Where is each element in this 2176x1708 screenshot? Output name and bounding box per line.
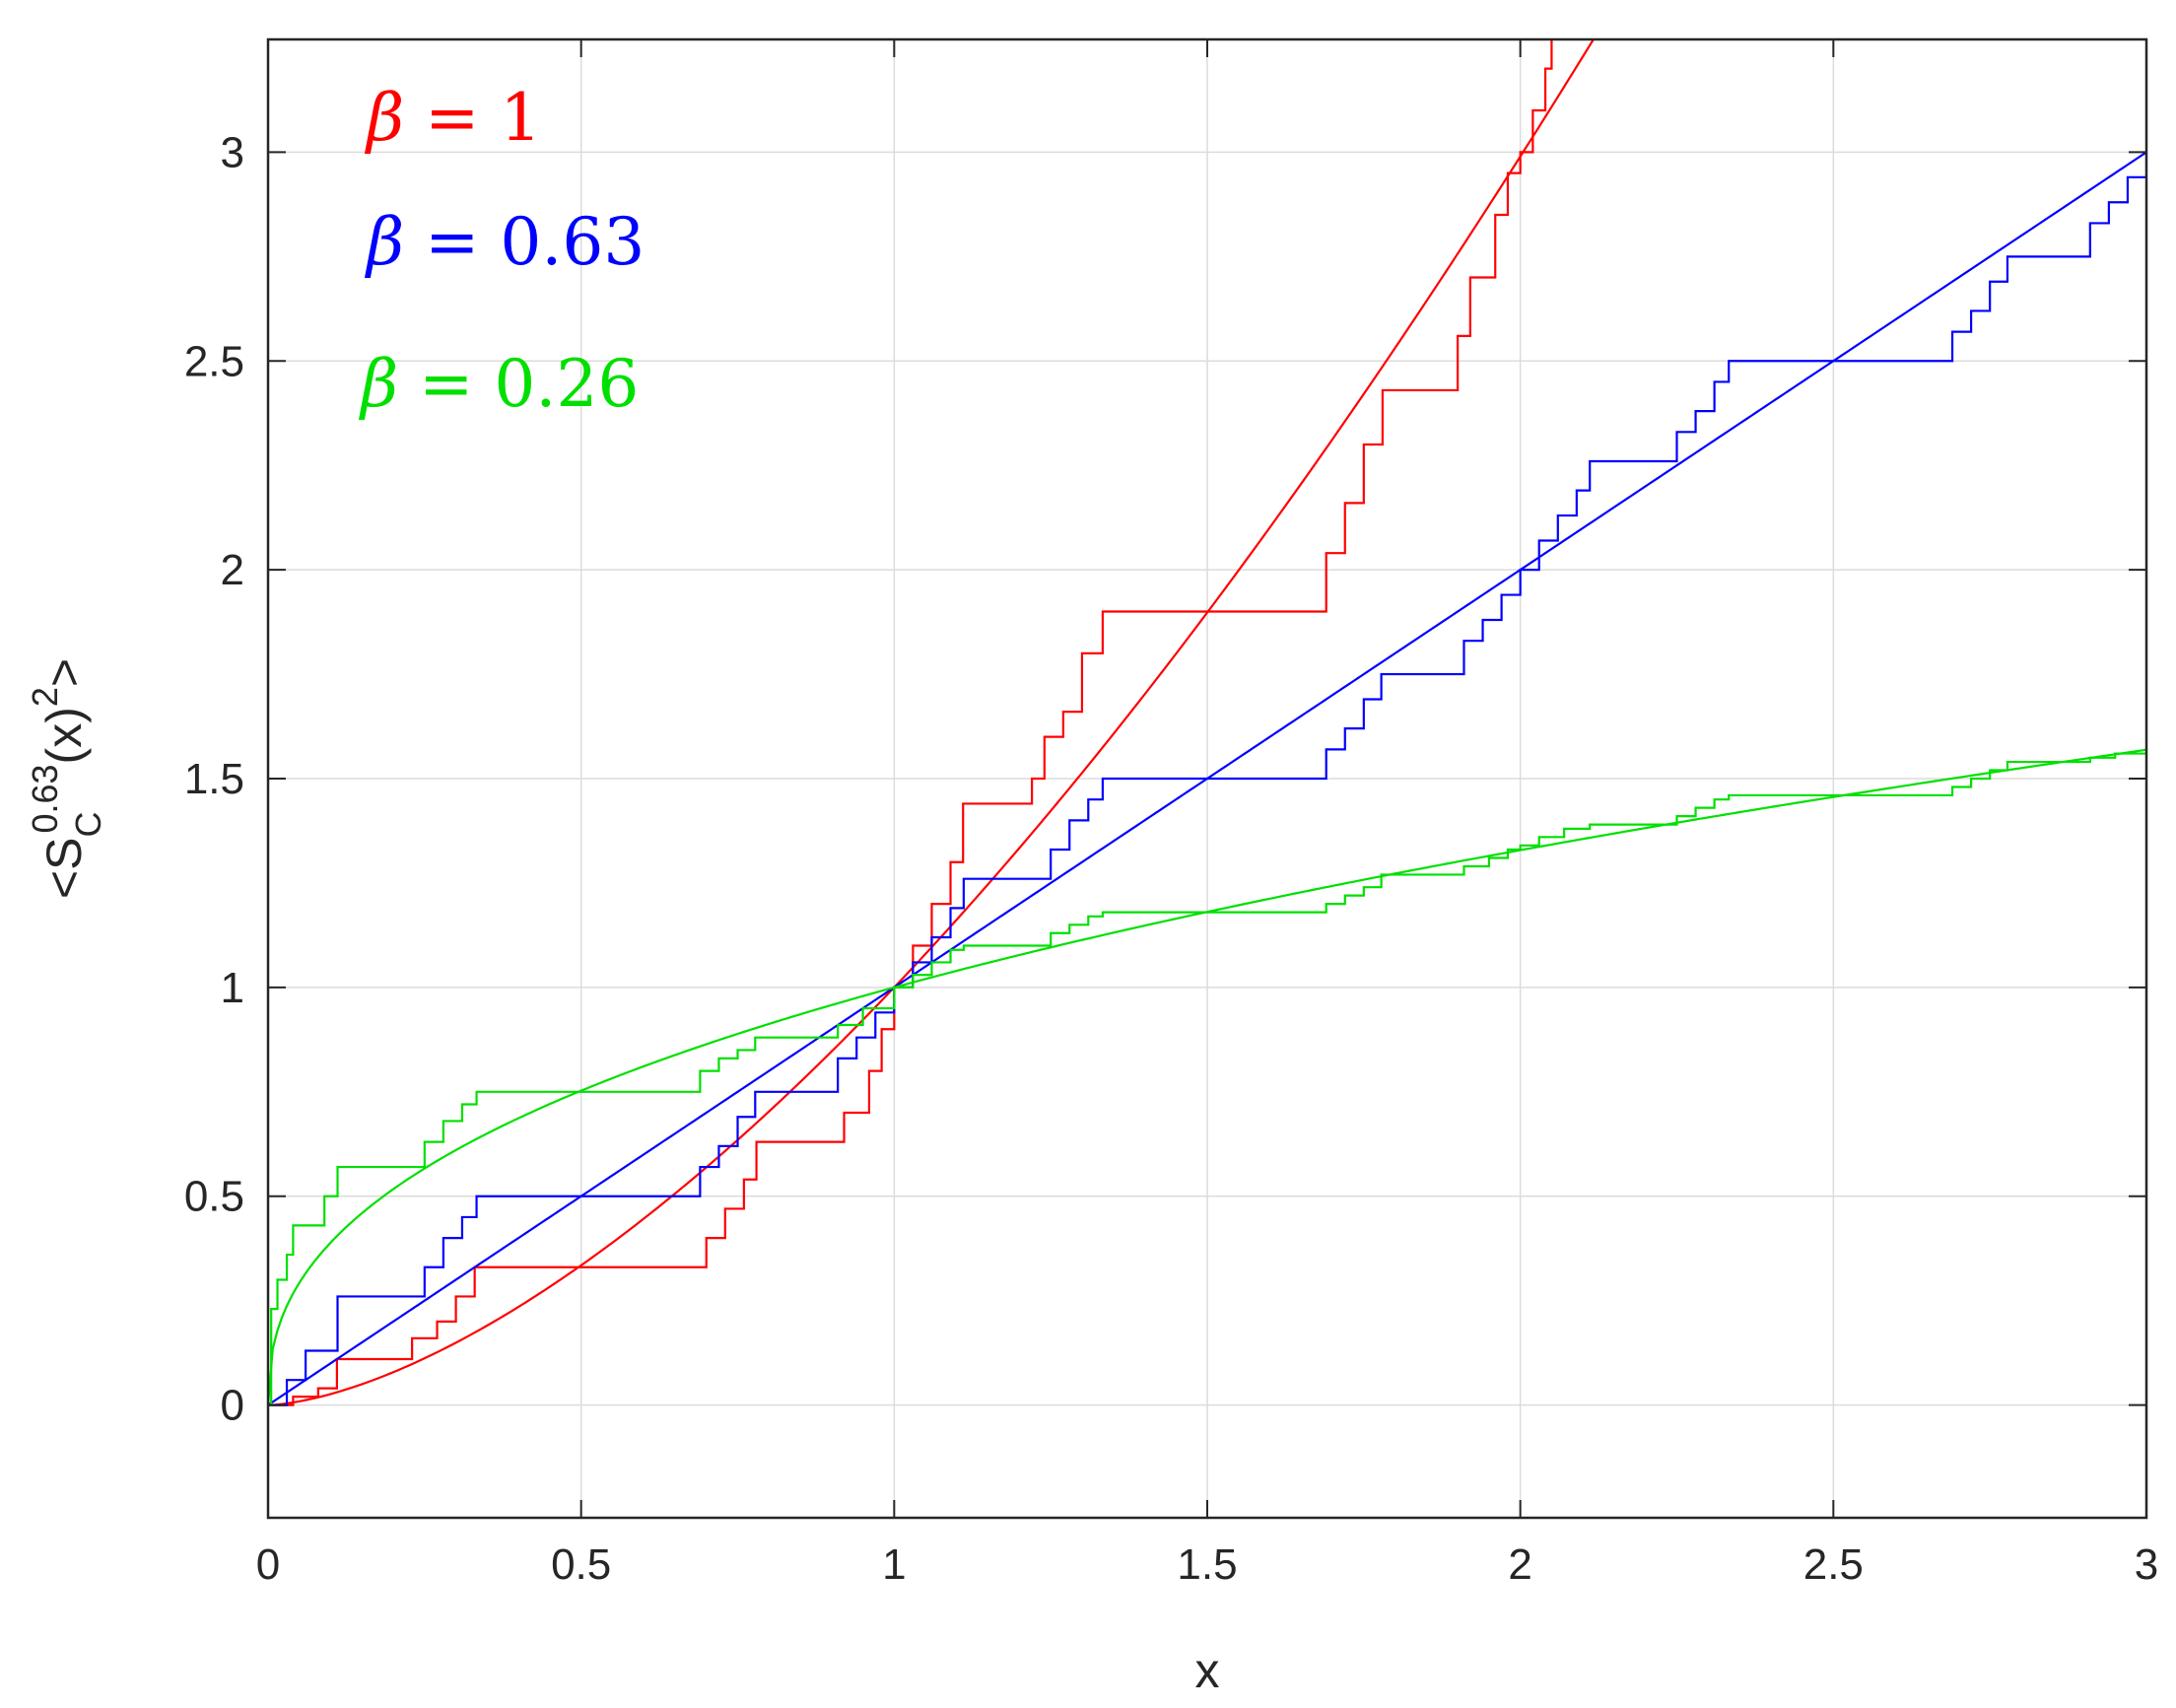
y-tick-label: 1 xyxy=(221,964,244,1012)
legend-2-symbol: β xyxy=(364,204,404,280)
legend-3-label: = 0.26 xyxy=(398,346,639,422)
y-label-prefix: <S xyxy=(36,838,92,900)
y-axis-label: <SC0.63(x)2> xyxy=(25,658,108,899)
y-label-sub: C xyxy=(68,812,108,838)
plot-lines xyxy=(268,39,2146,1406)
y-tick-label: 0 xyxy=(221,1382,244,1430)
y-tick-label: 2 xyxy=(221,546,244,594)
y-label-sup: 0.63 xyxy=(25,764,65,833)
legend-3-symbol: β xyxy=(358,346,398,422)
staircase-curve-3 xyxy=(268,749,2146,1406)
staircase-curve-2 xyxy=(268,152,2146,1406)
x-axis-label: x xyxy=(1195,1643,1220,1698)
y-tick-label: 0.5 xyxy=(184,1173,244,1221)
x-tick-label: 2.5 xyxy=(1803,1540,1864,1589)
x-tick-label: 0 xyxy=(256,1540,280,1589)
y-ticks: 0 0.5 1 1.5 2 2.5 3 xyxy=(184,128,2146,1430)
y-tick-label: 1.5 xyxy=(184,755,244,803)
legend: β = 1 β = 0.63 β = 0.26 xyxy=(358,80,645,422)
svg-text:<SC0.63(x)2>: <SC0.63(x)2> xyxy=(25,658,108,899)
x-tick-label: 2 xyxy=(1508,1540,1531,1589)
legend-entry-3: β = 0.26 xyxy=(358,346,639,422)
legend-entry-2: β = 0.63 xyxy=(364,204,645,280)
y-label-suffix: > xyxy=(36,658,92,687)
y-label-middle: (x) xyxy=(36,707,92,764)
legend-entry-1: β = 1 xyxy=(364,80,541,156)
legend-2-label: = 0.63 xyxy=(404,204,645,280)
y-label-sup2: 2 xyxy=(25,687,65,707)
y-tick-label: 3 xyxy=(221,128,244,176)
x-tick-label: 1.5 xyxy=(1177,1540,1237,1589)
x-ticks: 0 0.5 1 1.5 2 2.5 3 xyxy=(256,39,2158,1589)
staircase-curve-1 xyxy=(268,39,1553,1406)
x-tick-label: 3 xyxy=(2135,1540,2158,1589)
x-tick-label: 1 xyxy=(882,1540,906,1589)
legend-1-label: = 1 xyxy=(404,80,541,156)
y-tick-label: 2.5 xyxy=(184,337,244,385)
legend-1-symbol: β xyxy=(364,80,404,156)
x-tick-label: 0.5 xyxy=(551,1540,611,1589)
